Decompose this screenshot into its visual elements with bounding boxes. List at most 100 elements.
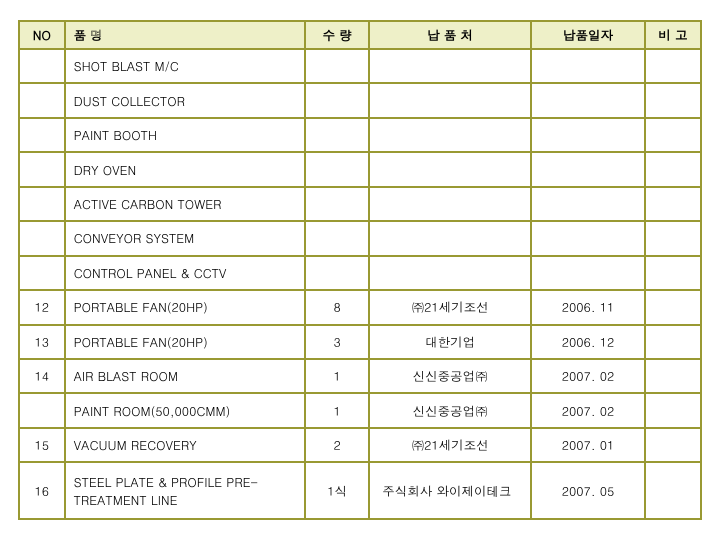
- cell-remark: [645, 49, 701, 83]
- cell-date: [531, 49, 645, 83]
- cell-no: 16: [19, 462, 65, 519]
- table-row: 14AIR BLAST ROOM1신신중공업㈜2007. 02: [19, 359, 701, 393]
- cell-name: AIR BLAST ROOM: [65, 359, 305, 393]
- cell-no: [19, 393, 65, 427]
- table-row: PAINT BOOTH: [19, 118, 701, 152]
- table-row: ACTIVE CARBON TOWER: [19, 187, 701, 221]
- cell-name: PAINT BOOTH: [65, 118, 305, 152]
- header-vendor: 납 품 처: [369, 21, 531, 49]
- cell-remark: [645, 221, 701, 255]
- cell-no: 14: [19, 359, 65, 393]
- cell-remark: [645, 83, 701, 117]
- cell-no: 13: [19, 325, 65, 359]
- cell-vendor: 신신중공업㈜: [369, 393, 531, 427]
- header-date: 납품일자: [531, 21, 645, 49]
- cell-remark: [645, 325, 701, 359]
- cell-name: CONVEYOR SYSTEM: [65, 221, 305, 255]
- table-row: 16STEEL PLATE & PROFILE PRE-TREATMENT LI…: [19, 462, 701, 519]
- cell-no: [19, 83, 65, 117]
- table-row: CONTROL PANEL & CCTV: [19, 256, 701, 290]
- cell-remark: [645, 359, 701, 393]
- cell-name: VACUUM RECOVERY: [65, 428, 305, 462]
- cell-no: [19, 187, 65, 221]
- cell-date: [531, 152, 645, 186]
- cell-vendor: [369, 152, 531, 186]
- cell-qty: [305, 83, 369, 117]
- cell-vendor: [369, 118, 531, 152]
- cell-vendor: [369, 49, 531, 83]
- cell-vendor: [369, 256, 531, 290]
- cell-no: [19, 118, 65, 152]
- cell-remark: [645, 118, 701, 152]
- cell-date: [531, 83, 645, 117]
- cell-date: 2006. 11: [531, 290, 645, 324]
- table-row: DUST COLLECTOR: [19, 83, 701, 117]
- table-row: 13PORTABLE FAN(20HP)3대한기업2006. 12: [19, 325, 701, 359]
- cell-name: DRY OVEN: [65, 152, 305, 186]
- cell-qty: [305, 49, 369, 83]
- cell-qty: [305, 221, 369, 255]
- table-row: 15VACUUM RECOVERY2㈜21세기조선2007. 01: [19, 428, 701, 462]
- cell-vendor: [369, 187, 531, 221]
- cell-date: 2007. 05: [531, 462, 645, 519]
- cell-vendor: ㈜21세기조선: [369, 290, 531, 324]
- cell-qty: 8: [305, 290, 369, 324]
- cell-qty: [305, 187, 369, 221]
- cell-date: [531, 187, 645, 221]
- cell-name: CONTROL PANEL & CCTV: [65, 256, 305, 290]
- cell-name: PORTABLE FAN(20HP): [65, 325, 305, 359]
- cell-date: [531, 118, 645, 152]
- header-name: 품 명: [65, 21, 305, 49]
- cell-qty: 2: [305, 428, 369, 462]
- table-row: PAINT ROOM(50,000CMM)1신신중공업㈜2007. 02: [19, 393, 701, 427]
- cell-name: PAINT ROOM(50,000CMM): [65, 393, 305, 427]
- cell-qty: 1: [305, 359, 369, 393]
- cell-qty: [305, 118, 369, 152]
- cell-vendor: 대한기업: [369, 325, 531, 359]
- cell-vendor: 주식회사 와이제이테크: [369, 462, 531, 519]
- table-row: CONVEYOR SYSTEM: [19, 221, 701, 255]
- cell-date: [531, 221, 645, 255]
- cell-date: 2007. 01: [531, 428, 645, 462]
- cell-no: 15: [19, 428, 65, 462]
- cell-no: [19, 152, 65, 186]
- cell-qty: 1: [305, 393, 369, 427]
- cell-remark: [645, 152, 701, 186]
- cell-vendor: [369, 221, 531, 255]
- header-row: NO 품 명 수 량 납 품 처 납품일자 비 고: [19, 21, 701, 49]
- cell-remark: [645, 462, 701, 519]
- cell-date: 2007. 02: [531, 359, 645, 393]
- cell-name: SHOT BLAST M/C: [65, 49, 305, 83]
- cell-vendor: 신신중공업㈜: [369, 359, 531, 393]
- cell-no: [19, 256, 65, 290]
- cell-qty: 3: [305, 325, 369, 359]
- cell-remark: [645, 290, 701, 324]
- cell-vendor: [369, 83, 531, 117]
- cell-date: 2006. 12: [531, 325, 645, 359]
- header-qty: 수 량: [305, 21, 369, 49]
- header-no: NO: [19, 21, 65, 49]
- table-row: 12PORTABLE FAN(20HP)8㈜21세기조선2006. 11: [19, 290, 701, 324]
- cell-date: [531, 256, 645, 290]
- equipment-table: NO 품 명 수 량 납 품 처 납품일자 비 고 SHOT BLAST M/C…: [18, 20, 702, 520]
- cell-qty: [305, 152, 369, 186]
- cell-remark: [645, 187, 701, 221]
- table-row: DRY OVEN: [19, 152, 701, 186]
- cell-remark: [645, 393, 701, 427]
- cell-vendor: ㈜21세기조선: [369, 428, 531, 462]
- table-row: SHOT BLAST M/C: [19, 49, 701, 83]
- cell-remark: [645, 428, 701, 462]
- cell-name: STEEL PLATE & PROFILE PRE-TREATMENT LINE: [65, 462, 305, 519]
- cell-date: 2007. 02: [531, 393, 645, 427]
- cell-qty: 1식: [305, 462, 369, 519]
- cell-no: 12: [19, 290, 65, 324]
- header-remark: 비 고: [645, 21, 701, 49]
- cell-no: [19, 221, 65, 255]
- cell-no: [19, 49, 65, 83]
- table-body: SHOT BLAST M/CDUST COLLECTORPAINT BOOTHD…: [19, 49, 701, 519]
- cell-name: ACTIVE CARBON TOWER: [65, 187, 305, 221]
- cell-qty: [305, 256, 369, 290]
- cell-name: PORTABLE FAN(20HP): [65, 290, 305, 324]
- cell-remark: [645, 256, 701, 290]
- cell-name: DUST COLLECTOR: [65, 83, 305, 117]
